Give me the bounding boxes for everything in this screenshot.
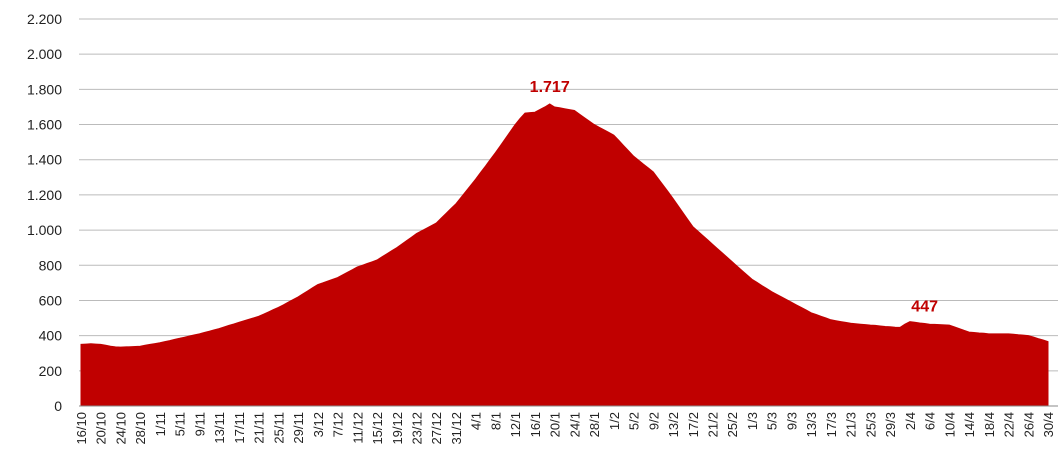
x-tick-label: 28/1 (587, 412, 602, 437)
x-tick-label: 2/4 (903, 412, 918, 430)
x-tick-label: 4/1 (469, 412, 484, 430)
x-tick-label: 16/10 (74, 412, 89, 445)
value-label: 447 (911, 298, 938, 315)
x-tick-label: 17/2 (686, 412, 701, 437)
y-tick-label: 1.200 (27, 187, 62, 203)
x-tick-label: 1/2 (607, 412, 622, 430)
x-tick-label: 30/4 (1041, 412, 1056, 437)
y-tick-label: 800 (39, 257, 63, 273)
x-tick-label: 18/4 (982, 412, 997, 437)
x-tick-label: 23/12 (409, 412, 424, 445)
x-tick-label: 28/10 (133, 412, 148, 445)
y-tick-label: 200 (39, 363, 63, 379)
x-tick-label: 16/1 (528, 412, 543, 437)
x-tick-label: 29/11 (291, 412, 306, 444)
area (80, 103, 1049, 407)
x-tick-label: 13/2 (666, 412, 681, 437)
y-tick-label: 1.800 (27, 81, 62, 97)
x-tick-label: 3/12 (311, 412, 326, 437)
x-tick-label: 13/11 (212, 412, 227, 444)
y-tick-label: 400 (39, 328, 63, 344)
x-tick-label: 9/11 (192, 412, 207, 436)
x-tick-label: 7/12 (331, 412, 346, 437)
y-tick-label: 2.200 (27, 11, 62, 27)
x-tick-label: 17/11 (232, 412, 247, 444)
y-tick-label: 0 (54, 398, 62, 414)
y-tick-label: 600 (39, 292, 63, 308)
x-tick-label: 5/11 (173, 412, 188, 436)
x-tick-label: 13/3 (804, 412, 819, 437)
x-tick-label: 9/3 (784, 412, 799, 430)
x-tick-label: 26/4 (1021, 412, 1036, 437)
x-tick-label: 5/2 (627, 412, 642, 430)
x-tick-label: 1/11 (153, 412, 168, 436)
x-tick-label: 25/2 (725, 412, 740, 437)
x-tick-label: 21/2 (706, 412, 721, 437)
x-tick-label: 19/12 (390, 412, 405, 445)
x-tick-label: 6/4 (923, 412, 938, 430)
x-tick-label: 21/3 (844, 412, 859, 437)
x-tick-label: 29/3 (883, 412, 898, 437)
x-tick-label: 11/12 (350, 412, 365, 444)
x-tick-label: 14/4 (962, 412, 977, 437)
x-tick-label: 31/12 (449, 412, 464, 445)
x-tick-label: 9/2 (646, 412, 661, 430)
x-tick-label: 15/12 (370, 412, 385, 445)
x-tick-label: 5/3 (765, 412, 780, 430)
x-tick-label: 10/4 (942, 412, 957, 437)
x-tick-label: 21/11 (252, 412, 267, 444)
y-tick-label: 1.400 (27, 152, 62, 168)
x-tick-label: 17/3 (824, 412, 839, 437)
x-tick-label: 20/10 (94, 412, 109, 445)
x-tick-label: 25/3 (863, 412, 878, 437)
x-tick-label: 1/3 (745, 412, 760, 430)
x-tick-label: 12/1 (508, 412, 523, 437)
value-label: 366 (1025, 0, 1052, 4)
x-tick-label: 24/1 (567, 412, 582, 437)
x-tick-label: 20/1 (548, 412, 563, 437)
y-tick-label: 1.600 (27, 117, 62, 133)
x-tick-label: 27/12 (429, 412, 444, 445)
x-tick-label: 8/1 (488, 412, 503, 430)
x-tick-label: 24/10 (113, 412, 128, 445)
y-tick-label: 1.000 (27, 222, 62, 238)
x-tick-label: 25/11 (271, 412, 286, 444)
x-tick-label: 22/4 (1002, 412, 1017, 437)
y-tick-label: 2.000 (27, 46, 62, 62)
value-label: 1.717 (530, 79, 570, 96)
